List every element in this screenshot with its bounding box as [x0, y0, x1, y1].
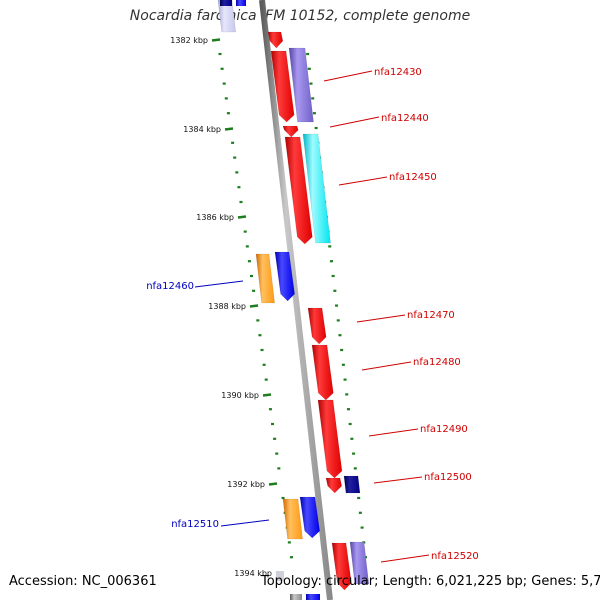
gene-arrow — [274, 251, 295, 302]
tick-mark — [224, 127, 234, 131]
gene-arrow — [282, 125, 299, 138]
leader-line — [338, 176, 388, 186]
leader-line — [220, 519, 270, 527]
leader-line — [380, 554, 430, 563]
leader-line — [329, 116, 380, 128]
backbone-layer — [259, 0, 333, 600]
genome-summary-text: Topology: circular; Length: 6,021,225 bp… — [261, 574, 600, 589]
gene-arrow — [217, 0, 236, 33]
tick-mark — [211, 38, 221, 42]
map-title: Nocardia farcinica IFM 10152, complete g… — [129, 8, 471, 24]
gene-arrow — [282, 498, 303, 540]
gene-arrow — [349, 541, 370, 585]
gene-arrow — [299, 496, 320, 539]
gene-arrow — [343, 475, 361, 494]
gene-arrow — [270, 50, 295, 123]
gene-arrow — [288, 47, 314, 123]
gene-arrow — [302, 133, 331, 244]
gene-arrow — [290, 594, 302, 600]
tick-layer: 1382 kbp 1384 kbp 1386 kbp 1388 kbp 1390 kbp… — [170, 36, 367, 578]
gene-label: nfa12440 — [381, 113, 429, 124]
gene-label: nfa12500 — [424, 472, 472, 483]
leader-line — [373, 476, 423, 484]
tick-label: 1382 kbp — [170, 36, 208, 45]
feature-layer — [217, 0, 370, 600]
gene-label: nfa12520 — [431, 551, 479, 562]
label-layer: nfa12430 nfa12440 nfa12450 nfa12460 nfa12470… — [146, 67, 479, 563]
gene-arrow — [276, 571, 284, 581]
gene-label: nfa12470 — [407, 310, 455, 321]
accession-text: Accession: NC_006361 — [9, 574, 157, 589]
tick-label: 1386 kbp — [196, 213, 234, 222]
tick-mark — [262, 393, 272, 397]
gene-label: nfa12430 — [374, 67, 422, 78]
tick-label: 1388 kbp — [208, 302, 246, 311]
gene-label: nfa12510 — [171, 519, 219, 530]
gene-label: nfa12450 — [389, 172, 437, 183]
gene-arrow — [284, 136, 313, 245]
gene-arrow — [317, 399, 343, 479]
leader-line — [361, 361, 412, 371]
tick-mark — [249, 304, 259, 308]
gene-arrow — [311, 344, 334, 401]
gene-arrow — [306, 594, 320, 600]
leader-line — [323, 70, 373, 82]
tick-mark — [268, 482, 278, 486]
gene-arrow — [331, 542, 352, 591]
gene-arrow — [267, 31, 284, 49]
leader-line — [368, 428, 419, 437]
tick-label: 1392 kbp — [227, 480, 265, 489]
tick-label: 1394 kbp — [234, 569, 272, 578]
tick-label: 1390 kbp — [221, 391, 259, 400]
leader-line — [194, 280, 244, 288]
sequence-backbone — [259, 0, 333, 600]
gene-arrow — [325, 477, 342, 494]
tick-label: 1384 kbp — [183, 125, 221, 134]
tick-mark — [237, 215, 247, 219]
gene-label: nfa12480 — [413, 357, 461, 368]
gene-arrow — [220, 0, 232, 6]
gene-arrow — [236, 0, 246, 6]
leader-line — [356, 314, 406, 323]
gene-label: nfa12490 — [420, 424, 468, 435]
gene-label: nfa12460 — [146, 281, 194, 292]
gene-arrow — [307, 307, 327, 345]
gene-arrow — [255, 253, 275, 304]
